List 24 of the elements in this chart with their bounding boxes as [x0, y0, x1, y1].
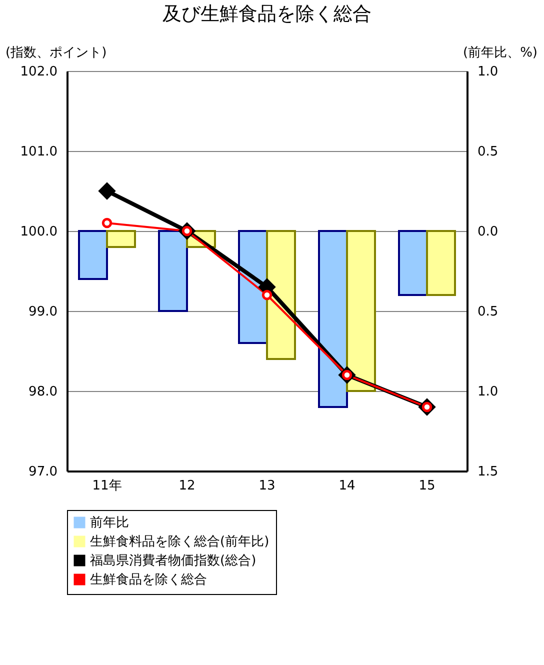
x-tick-label: 13: [258, 478, 276, 494]
y-tick-label: 97.0: [28, 464, 58, 480]
legend-label: 生鮮食品を除く総合: [90, 572, 207, 588]
y2-tick-label: 1.5: [478, 464, 498, 480]
y2-tick-label: 0.5: [478, 304, 498, 320]
y2-tick-label: 0.5: [478, 144, 498, 160]
y-axis-title: (指数、ポイント): [6, 46, 107, 60]
legend-label: 前年比: [90, 516, 129, 530]
chart-title: 及び生鮮食品を除く総合: [162, 3, 372, 25]
y-tick-label: 102.0: [20, 64, 58, 80]
y2-tick-label: 1.0: [478, 64, 498, 80]
x-tick-label: 14: [338, 478, 356, 494]
y2-tick-label: 0.0: [478, 224, 498, 240]
x-tick-label: 15: [418, 478, 436, 494]
y-tick-label: 99.0: [28, 304, 58, 320]
legend-label: 生鮮食料品を除く総合(前年比): [90, 534, 270, 550]
y-tick-label: 101.0: [20, 144, 58, 160]
y-tick-label: 98.0: [28, 384, 58, 400]
y2-axis-title: (前年比、%): [463, 46, 538, 60]
legend-label: 福島県消費者物価指数(総合): [90, 554, 256, 568]
y-tick-label: 100.0: [20, 224, 58, 240]
y2-tick-label: 1.0: [478, 384, 498, 400]
x-tick-label: 11年: [92, 478, 122, 494]
x-tick-label: 12: [178, 478, 196, 494]
